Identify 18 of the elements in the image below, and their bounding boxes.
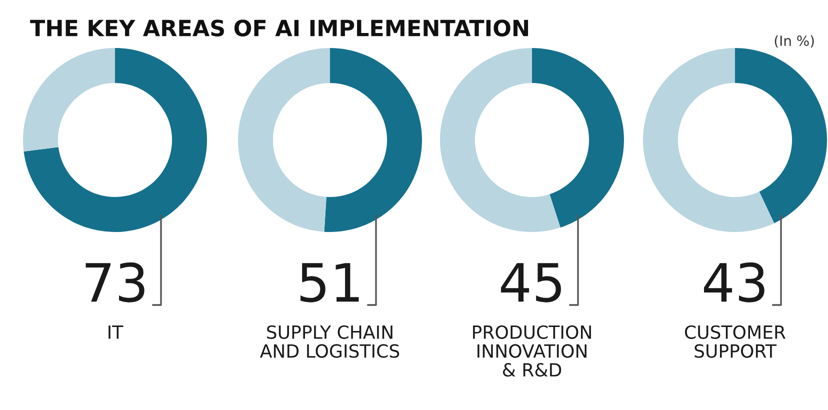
- donut-slice: [735, 48, 827, 224]
- donut-slice: [643, 48, 774, 232]
- donut-slice: [532, 48, 624, 228]
- data-label: 73: [86, 262, 144, 302]
- donut-slice: [324, 48, 422, 232]
- donut-slice: [440, 48, 560, 232]
- text: (In %): [774, 35, 814, 48]
- text: CUSTOMER SUPPORT: [684, 325, 786, 358]
- data-label: 51: [300, 263, 359, 302]
- donut-slice: [238, 48, 330, 232]
- text: THE KEY AREAS OF AI IMPLEMENTATION: [30, 20, 528, 36]
- donut-slice: [24, 48, 207, 232]
- text: PRODUCTION INNOVATION & R&D: [473, 325, 591, 377]
- data-label: 45: [501, 263, 561, 302]
- text: SUPPLY CHAIN AND LOGISTICS: [260, 325, 400, 358]
- donut-slice: [23, 48, 115, 152]
- text: IT: [108, 326, 124, 339]
- data-label: 43: [704, 262, 764, 302]
